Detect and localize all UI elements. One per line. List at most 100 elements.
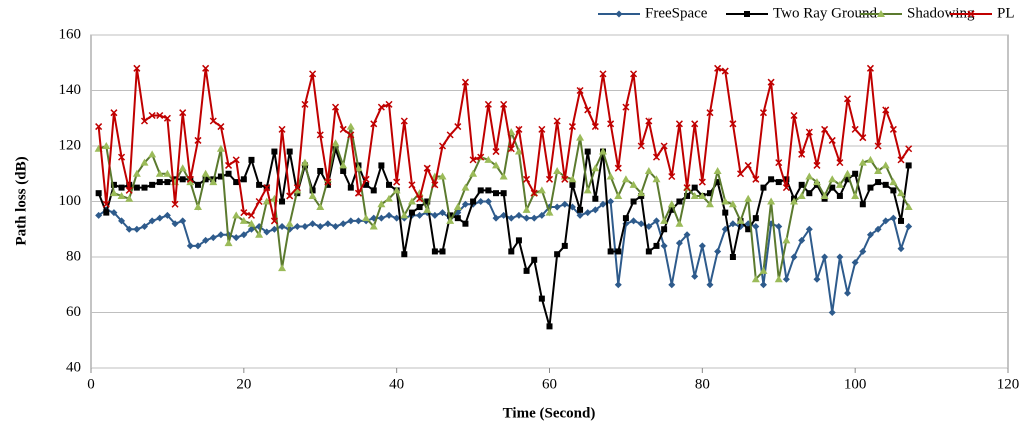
data-point	[171, 200, 179, 208]
data-point	[508, 248, 515, 255]
data-point	[515, 211, 523, 219]
data-point	[752, 222, 760, 230]
data-point	[263, 228, 271, 236]
data-point	[377, 200, 386, 208]
data-point	[500, 190, 507, 197]
data-point	[721, 197, 730, 205]
data-point	[676, 198, 683, 205]
data-point	[790, 111, 798, 120]
data-point	[110, 109, 118, 117]
data-point	[492, 214, 500, 222]
data-point	[706, 109, 714, 117]
data-point	[775, 222, 783, 230]
data-point	[797, 191, 806, 199]
data-point	[194, 181, 201, 188]
data-point	[225, 161, 233, 169]
data-point	[309, 70, 317, 78]
data-point	[408, 209, 415, 216]
data-point	[538, 211, 546, 219]
data-point	[629, 180, 638, 188]
data-point	[102, 200, 110, 208]
data-point	[493, 190, 500, 197]
data-point	[598, 147, 607, 155]
data-point	[713, 166, 722, 174]
data-point	[340, 167, 347, 174]
data-point	[523, 214, 531, 222]
x-axis-label: Time (Second)	[503, 405, 596, 421]
data-point	[577, 206, 584, 213]
data-point	[285, 219, 294, 227]
data-point	[898, 217, 905, 224]
data-point	[262, 197, 271, 205]
data-point	[232, 156, 240, 164]
data-point	[591, 206, 599, 214]
data-point	[133, 64, 141, 72]
data-point	[759, 281, 767, 289]
data-point	[109, 189, 118, 197]
data-point	[668, 281, 676, 289]
data-point	[194, 136, 202, 144]
data-point	[882, 181, 889, 188]
legend-marker	[744, 11, 750, 17]
data-point	[500, 100, 508, 108]
data-point	[531, 256, 538, 263]
data-point	[630, 217, 638, 225]
data-point	[523, 267, 530, 274]
data-point	[790, 253, 798, 261]
data-point	[370, 187, 377, 194]
data-point	[393, 214, 401, 222]
data-point	[362, 214, 371, 222]
data-point	[179, 217, 187, 225]
data-point	[836, 253, 844, 261]
data-point	[683, 231, 691, 239]
data-point	[186, 178, 195, 186]
data-point	[239, 216, 248, 224]
y-tick-label: 160	[59, 26, 82, 42]
data-point	[745, 226, 752, 233]
data-point	[492, 148, 500, 156]
data-point	[377, 214, 385, 222]
legend-label: Shadowing	[907, 5, 975, 21]
data-point	[882, 217, 890, 225]
data-point	[874, 225, 882, 233]
data-point	[569, 181, 576, 188]
legend-label: PL	[997, 5, 1015, 21]
y-tick-label: 140	[59, 82, 82, 98]
data-point	[178, 164, 187, 172]
data-point	[897, 189, 906, 197]
data-point	[584, 106, 592, 114]
data-point	[270, 217, 278, 225]
data-point	[553, 203, 561, 211]
data-point	[240, 231, 248, 239]
data-point	[339, 125, 347, 133]
data-point	[851, 259, 859, 267]
data-point	[149, 181, 156, 188]
data-point	[874, 166, 883, 174]
data-point	[652, 175, 661, 183]
data-point	[775, 159, 783, 167]
data-point	[782, 184, 790, 192]
data-point	[798, 150, 806, 158]
data-point	[140, 158, 149, 166]
data-point	[637, 142, 645, 150]
data-point	[332, 222, 340, 230]
data-point	[561, 175, 569, 183]
data-point	[904, 203, 913, 211]
data-point	[293, 222, 301, 230]
data-point	[568, 175, 577, 183]
x-tick-label: 40	[389, 376, 404, 392]
data-point	[179, 109, 187, 117]
data-point	[660, 242, 668, 250]
data-point	[332, 145, 339, 152]
data-point	[537, 186, 546, 194]
data-point	[645, 222, 653, 230]
data-point	[874, 142, 882, 150]
data-point	[805, 225, 813, 233]
data-point	[400, 211, 409, 219]
data-point	[782, 275, 790, 283]
data-point	[385, 100, 393, 108]
data-point	[492, 161, 501, 169]
data-point	[148, 111, 156, 120]
data-point	[194, 242, 202, 250]
x-tick-label: 20	[236, 376, 251, 392]
